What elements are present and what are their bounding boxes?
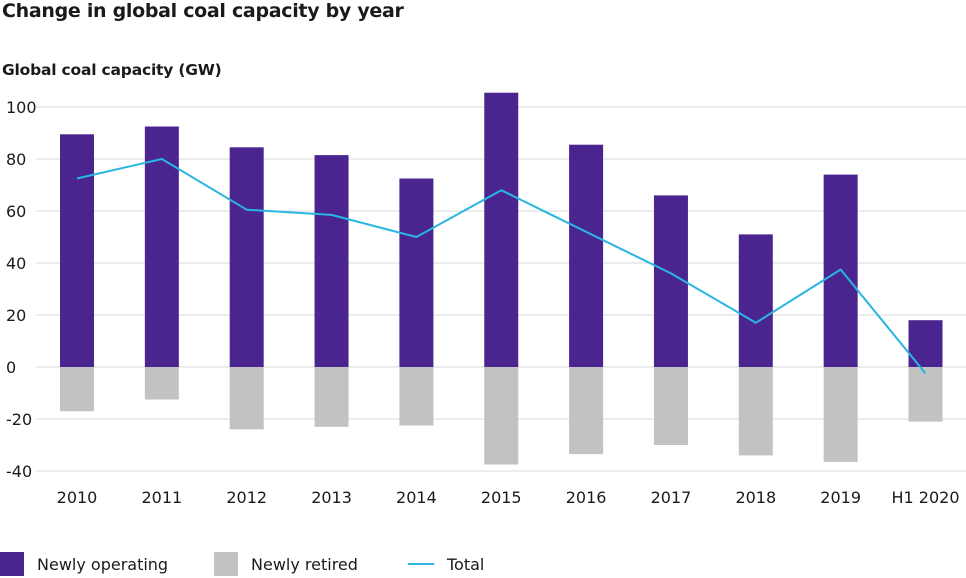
x-tick-label: 2019 — [820, 488, 861, 507]
bar-newly-retired — [60, 367, 94, 412]
x-tick-label: 2011 — [141, 488, 182, 507]
y-tick-label: -40 — [6, 462, 32, 481]
total-line-swatch — [408, 563, 434, 565]
x-tick-labels: 2010 2011 2012 2013 2014 2015 2016 2017 2018 2019… — [57, 488, 960, 507]
x-tick-label: 2016 — [566, 488, 607, 507]
chart-title: Change in global coal capacity by year — [2, 0, 404, 22]
bar-newly-operating — [60, 134, 94, 367]
bar-newly-retired — [314, 367, 349, 427]
bar-newly-operating — [399, 178, 434, 367]
x-tick-label: 2015 — [481, 488, 522, 507]
y-tick-label: 40 — [6, 254, 26, 273]
newly-retired-swatch — [214, 552, 238, 576]
y-axis-label: Global coal capacity (GW) — [2, 61, 222, 79]
legend-label: Newly retired — [251, 554, 358, 574]
y-tick-labels: 100 80 60 40 20 0 -20 -40 — [6, 98, 37, 481]
y-tick-label: 60 — [6, 202, 26, 221]
bar-newly-retired — [908, 367, 943, 422]
x-tick-label: 2018 — [735, 488, 776, 507]
newly-operating-swatch — [0, 552, 24, 576]
bar-newly-retired — [484, 367, 519, 465]
legend-label: Total — [447, 554, 485, 574]
bar-newly-operating — [314, 155, 349, 367]
total-line — [76, 158, 927, 375]
bar-newly-retired — [144, 367, 179, 400]
bar-newly-operating — [229, 147, 264, 367]
bar-newly-retired — [399, 367, 434, 426]
bar-newly-retired — [569, 367, 604, 455]
x-tick-label: 2010 — [57, 488, 98, 507]
x-tick-label: 2013 — [311, 488, 352, 507]
bar-newly-operating — [569, 144, 604, 367]
y-tick-label: 0 — [6, 358, 16, 377]
y-tick-label: 80 — [6, 150, 26, 169]
x-tick-label: 2012 — [226, 488, 267, 507]
x-tick-label: 2017 — [651, 488, 692, 507]
x-tick-label: H1 2020 — [891, 488, 959, 507]
y-tick-label: 20 — [6, 306, 26, 325]
x-tick-label: 2014 — [396, 488, 437, 507]
bar-newly-retired — [823, 367, 858, 462]
bar-newly-retired — [738, 367, 773, 456]
bar-newly-retired — [229, 367, 264, 430]
bars — [60, 92, 943, 465]
y-tick-label: -20 — [6, 410, 32, 429]
total-series-line — [76, 158, 927, 375]
bar-newly-retired — [653, 367, 688, 445]
y-tick-label: 100 — [6, 98, 37, 117]
legend-item-newly-retired: Newly retired — [214, 550, 358, 578]
legend: Newly operating Newly retired Total — [0, 550, 966, 578]
legend-item-newly-operating: Newly operating — [0, 550, 168, 578]
legend-item-total: Total — [408, 550, 484, 578]
bar-newly-operating — [484, 92, 519, 367]
legend-label: Newly operating — [37, 554, 169, 574]
bar-newly-operating — [653, 195, 688, 367]
bar-newly-operating — [738, 234, 773, 367]
